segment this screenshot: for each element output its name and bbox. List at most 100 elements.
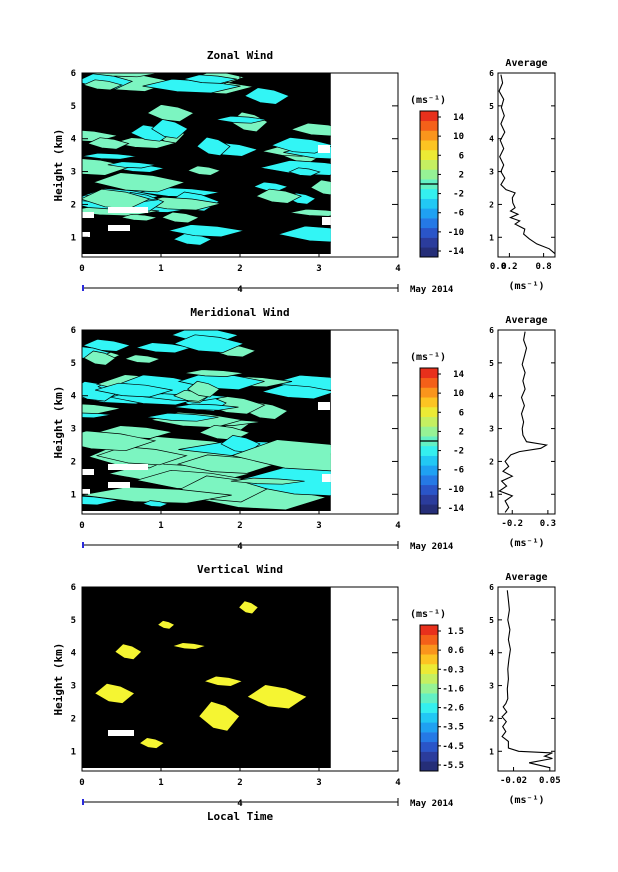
colorbar-tick-label: -4.5: [442, 742, 464, 752]
colorbar-swatch: [420, 455, 438, 466]
wind-contour: [196, 136, 231, 156]
x-tick-label: 1: [158, 264, 163, 274]
colorbar-tick-label: -14: [448, 504, 465, 514]
panel-title: Zonal Wind: [207, 49, 273, 62]
x-tick-label: 2: [237, 521, 242, 531]
data-background: [82, 587, 331, 768]
colorbar-tick-label: -1.6: [442, 684, 464, 694]
date-label: May 2014: [410, 285, 454, 295]
wind-contour: [112, 137, 176, 149]
colorbar-swatch: [420, 722, 438, 733]
profile-y-tick-label: 2: [489, 714, 494, 723]
wind-contour: [289, 208, 331, 217]
wind-contour: [123, 354, 162, 364]
colorbar-tick-label: -10: [448, 485, 464, 495]
y-axis-label: Height (km): [52, 386, 65, 459]
profile-x-tick-label: 0.8: [535, 262, 551, 272]
colorbar-tick-label: 6: [459, 151, 464, 161]
profile-y-tick-label: 1: [489, 490, 494, 499]
colorbar-swatch: [420, 188, 438, 199]
colorbar-tick-label: 0.6: [448, 646, 464, 656]
colorbar-swatch: [420, 732, 438, 743]
wind-contour: [158, 620, 174, 629]
wind-contour: [215, 115, 267, 124]
y-tick-label: 4: [71, 649, 77, 659]
day-label: 4: [237, 285, 243, 295]
profile-x-tick-label: -0.2: [501, 519, 523, 529]
data-gap: [108, 225, 130, 231]
data-gap: [318, 145, 330, 153]
colorbar-swatch: [420, 149, 438, 160]
wind-contour: [186, 165, 222, 176]
profile-y-tick-label: 6: [489, 69, 494, 78]
y-axis-label: Height (km): [52, 129, 65, 202]
profile-y-tick-label: 3: [489, 682, 494, 691]
colorbar-swatch: [420, 120, 438, 131]
profile-y-tick-label: 5: [489, 359, 494, 368]
colorbar-swatch: [420, 227, 438, 238]
colorbar-swatch: [420, 702, 438, 713]
data-gap: [322, 217, 331, 225]
colorbar-swatch: [420, 169, 438, 180]
wind-contour: [82, 495, 119, 506]
colorbar-tick-label: -2: [453, 447, 464, 457]
colorbar-tick-label: -5.5: [442, 761, 464, 771]
wind-contour: [220, 435, 261, 453]
profile-y-tick-label: 2: [489, 200, 494, 209]
date-label: May 2014: [410, 542, 454, 552]
day-marker: [82, 285, 84, 291]
colorbar-tick-label: 14: [453, 113, 464, 123]
colorbar-swatch: [420, 654, 438, 665]
panel-title: Meridional Wind: [190, 306, 289, 319]
y-tick-label: 6: [71, 69, 76, 79]
y-tick-label: 4: [71, 392, 77, 402]
colorbar-swatch: [420, 761, 438, 772]
profile-series-line: [501, 590, 553, 769]
data-gap: [322, 474, 331, 482]
wind-contour: [120, 213, 158, 222]
wind-contour: [260, 384, 331, 400]
colorbar-swatch: [420, 218, 438, 229]
wind-contour: [252, 181, 290, 192]
data-gap: [82, 469, 94, 475]
wind-contour: [199, 701, 240, 731]
x-tick-label: 1: [158, 521, 163, 531]
colorbar-tick-label: -0.3: [442, 665, 464, 675]
profile-y-tick-label: 5: [489, 102, 494, 111]
wind-contour: [173, 643, 205, 649]
wind-contour: [288, 167, 321, 177]
x-tick-label: 0: [79, 778, 84, 788]
x-tick-label: 0: [79, 264, 84, 274]
wind-contour: [82, 79, 123, 91]
day-marker: [82, 542, 84, 548]
wind-contour: [173, 334, 245, 353]
x-tick-label: 2: [237, 778, 242, 788]
colorbar-swatch: [420, 397, 438, 408]
colorbar-swatch: [420, 140, 438, 151]
colorbar-tick-label: 2: [459, 427, 464, 437]
y-axis-label: Height (km): [52, 643, 65, 716]
colorbar-swatch: [420, 693, 438, 704]
wind-contour: [92, 172, 187, 193]
colorbar-swatch: [420, 426, 438, 437]
profile-title: Average: [505, 315, 547, 326]
colorbar-swatch: [420, 377, 438, 388]
colorbar-swatch: [420, 683, 438, 694]
panel-2: Vertical Wind 0 1 2 3 4 1 2 3 4 5 6 Height (km) 4 May …: [52, 563, 561, 823]
profile-y-tick-label: 3: [489, 168, 494, 177]
profile-y-tick-label: 2: [489, 457, 494, 466]
colorbar-frame: [419, 624, 439, 772]
profile-x-label: (ms⁻¹): [508, 795, 544, 806]
wind-contour: [82, 430, 157, 452]
x-tick-label: 3: [316, 778, 321, 788]
wind-contour: [95, 382, 173, 398]
profile-series-line: [498, 74, 556, 255]
wind-contour: [141, 500, 169, 508]
wind-contour: [95, 683, 134, 704]
profile-y-tick-label: 4: [489, 135, 494, 144]
x-tick-label: 4: [395, 264, 401, 274]
y-tick-label: 1: [71, 747, 76, 757]
wind-contour: [239, 601, 258, 614]
profile-x-label: (ms⁻¹): [508, 281, 544, 292]
wind-contour: [82, 152, 137, 160]
